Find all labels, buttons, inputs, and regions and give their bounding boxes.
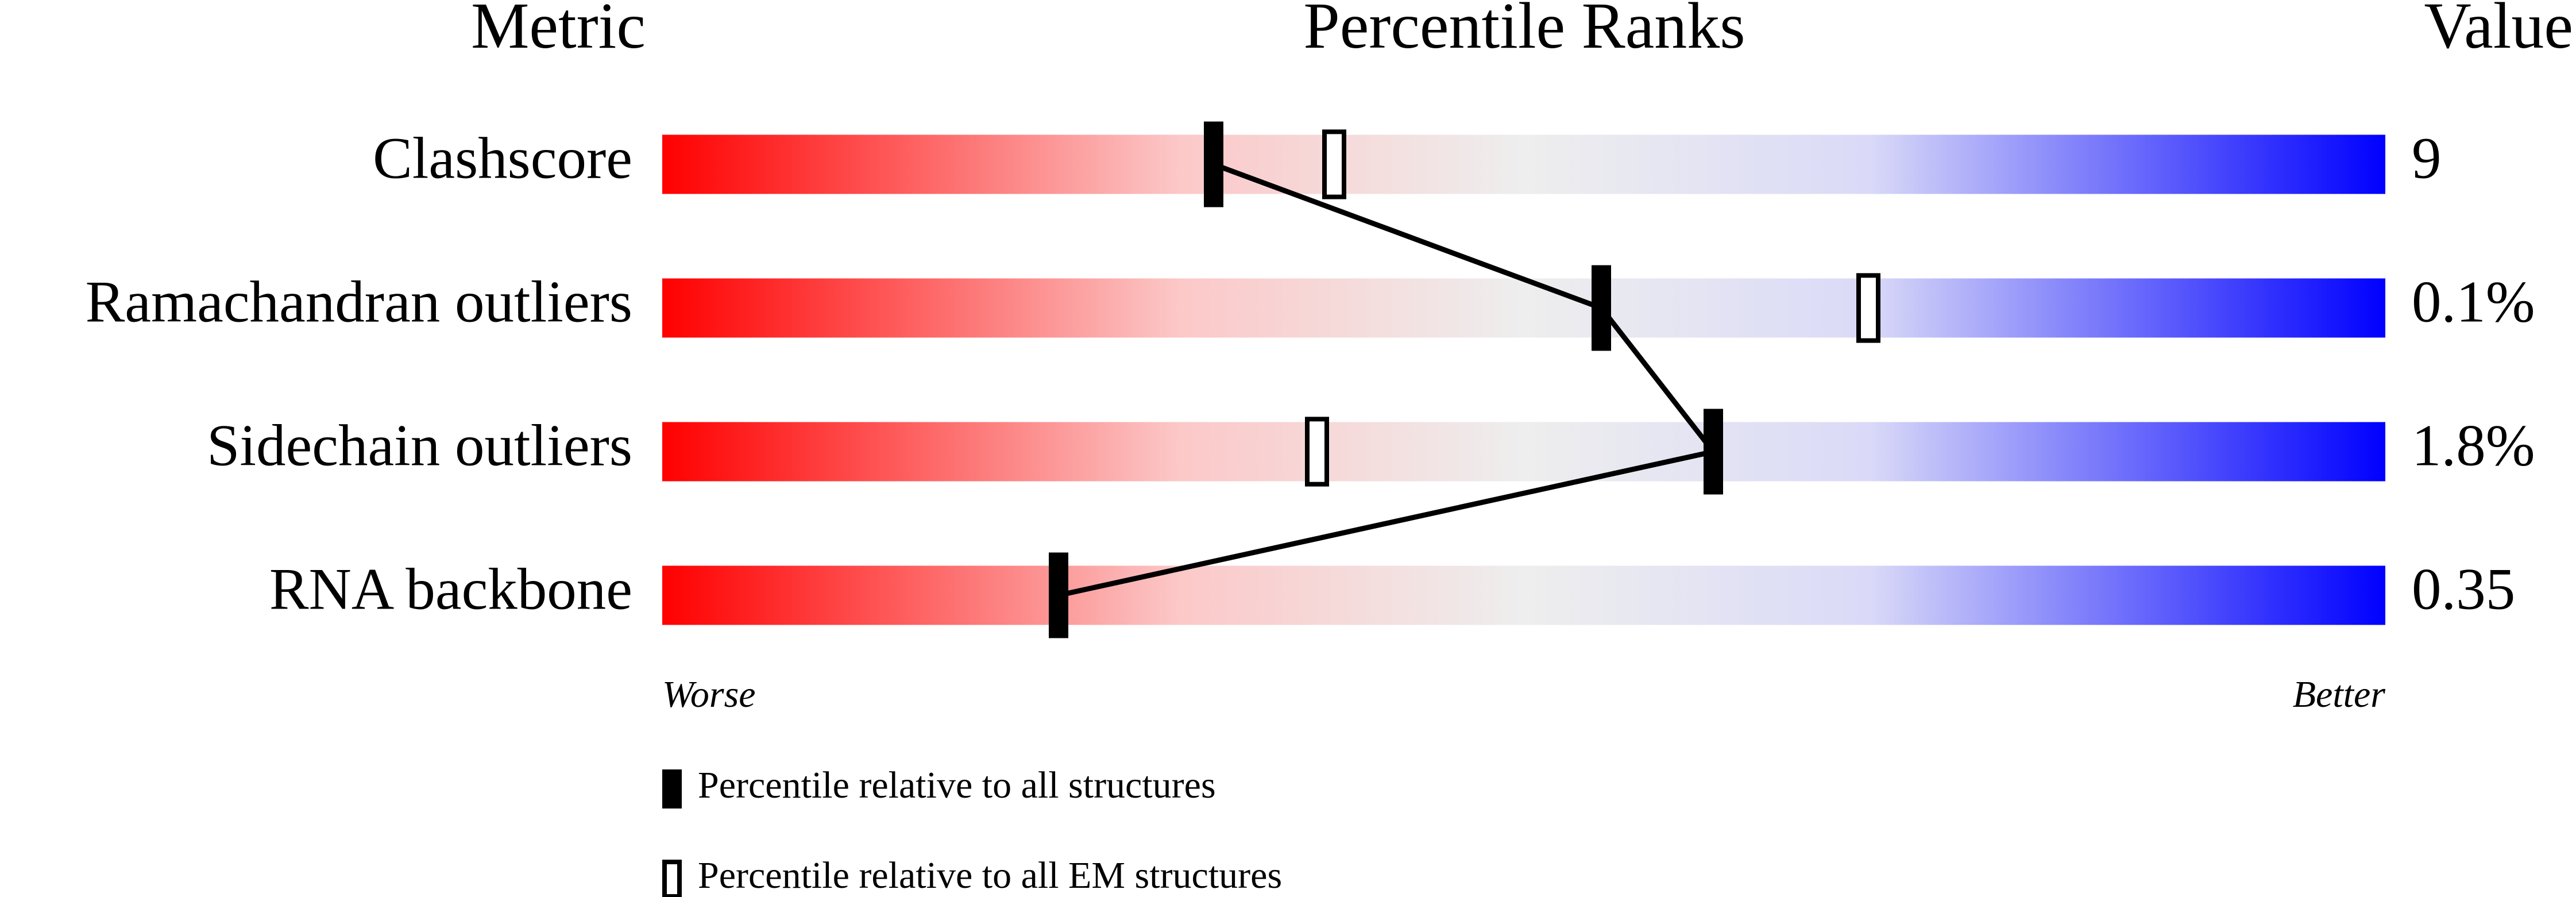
header: Metric	[471, 0, 646, 62]
metric-value: 1.8%	[2412, 413, 2535, 479]
percentile-bar	[662, 278, 2385, 338]
metric-value: 0.35	[2412, 557, 2515, 622]
percentile-marker	[1592, 265, 1611, 351]
percentile-marker	[1704, 409, 1723, 495]
percentile-bar	[662, 134, 2385, 194]
axis-label: Worse	[662, 673, 756, 715]
legend-label: Percentile relative to all EM structures	[698, 854, 1282, 896]
metric-label: Clashscore	[373, 126, 632, 191]
metric-value: 0.1%	[2412, 270, 2535, 335]
em-percentile-marker	[1305, 417, 1329, 487]
metric-label: RNA backbone	[269, 557, 632, 622]
legend-swatch	[662, 769, 682, 809]
metric-label: Sidechain outliers	[207, 413, 632, 479]
percentile-marker	[1204, 121, 1223, 207]
header: Percentile Ranks	[1303, 0, 1745, 62]
connector-line	[1058, 161, 1718, 598]
header: Value	[2424, 0, 2573, 62]
metric-label: Ramachandran outliers	[86, 270, 632, 335]
percentile-marker	[1049, 552, 1068, 638]
legend-label: Percentile relative to all structures	[698, 764, 1216, 806]
em-percentile-marker	[1856, 273, 1880, 343]
percentile-bar	[662, 422, 2385, 482]
axis-label: Better	[2293, 673, 2386, 715]
percentile-bar	[662, 565, 2385, 625]
metric-value: 9	[2412, 126, 2442, 191]
em-percentile-marker	[1322, 129, 1346, 199]
legend-swatch	[662, 860, 682, 897]
